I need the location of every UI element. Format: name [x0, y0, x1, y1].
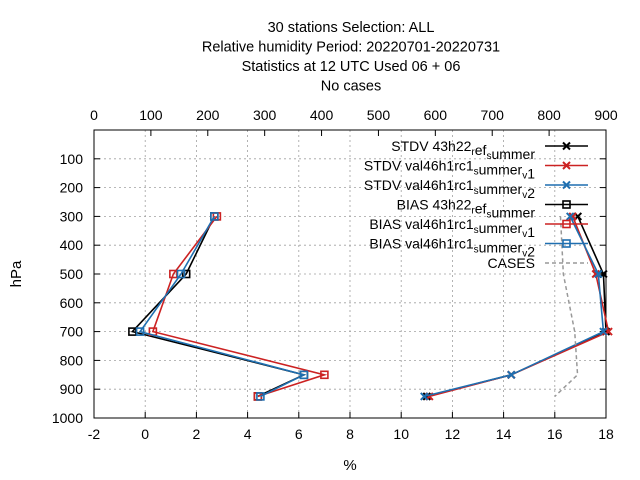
x-tick-label: -2 — [88, 426, 101, 442]
x-axis-ticks: -2 0 2 4 6 8 10 12 14 16 18 — [88, 412, 614, 442]
y-tick-label: 400 — [60, 237, 84, 253]
x-axis-label: % — [343, 457, 356, 474]
x2-tick-label: 0 — [90, 107, 98, 123]
legend-entry-3: STDV val46h1rc1summerv2 — [364, 177, 588, 201]
y-tick-label: 200 — [60, 180, 84, 196]
data-point-marker — [181, 269, 191, 279]
series-7 — [554, 216, 579, 397]
title-line-2: Relative humidity Period: 20220701-20220… — [202, 40, 500, 56]
legend-label: STDV val46h1rc1summerv1 — [364, 158, 535, 182]
y-tick-label: 100 — [60, 151, 84, 167]
data-point-marker — [562, 141, 571, 151]
x-tick-label: 8 — [346, 426, 354, 442]
x2-axis-ticks: 0 100 200 300 400 500 600 700 800 900 — [90, 107, 618, 136]
y-tick-label: 900 — [60, 381, 84, 397]
series-line — [554, 216, 579, 397]
legend-label: BIAS val46h1rc1summerv2 — [369, 236, 535, 260]
series-line — [151, 215, 328, 398]
x-tick-label: 4 — [244, 426, 252, 442]
data-point-marker — [299, 370, 309, 380]
x-tick-label: 6 — [295, 426, 303, 442]
y-axis-label: hPa — [8, 260, 25, 287]
series-group — [128, 212, 613, 401]
x2-tick-label: 900 — [594, 107, 618, 123]
title-line-4: No cases — [321, 79, 381, 95]
x2-tick-label: 800 — [537, 107, 561, 123]
data-point-marker — [565, 212, 575, 221]
legend-entry-7: CASES — [488, 255, 588, 271]
x2-tick-label: 500 — [367, 107, 391, 123]
data-point-marker — [568, 212, 577, 221]
x-tick-label: 2 — [193, 426, 201, 442]
data-point-marker — [562, 239, 571, 248]
x2-tick-label: 700 — [481, 107, 505, 123]
x-tick-label: 12 — [445, 426, 461, 442]
x-tick-label: 16 — [547, 426, 563, 442]
chart-title-block: 30 stations Selection: ALL Relative humid… — [202, 20, 500, 95]
legend-entry-4: BIAS 43h22refsummer — [397, 197, 588, 221]
data-point-marker — [135, 327, 145, 336]
data-point-marker — [420, 392, 429, 401]
data-point-marker — [256, 392, 265, 401]
grid — [94, 130, 606, 418]
y-tick-label: 500 — [60, 266, 84, 282]
legend-entry-1: STDV 43h22refsummer — [391, 138, 588, 162]
legend-label: STDV val46h1rc1summerv2 — [364, 177, 535, 201]
title-line-3: Statistics at 12 UTC Used 06 + 06 — [242, 59, 461, 75]
data-point-marker — [210, 212, 219, 221]
y-tick-label: 800 — [60, 352, 84, 368]
title-line-1: 30 stations Selection: ALL — [268, 20, 435, 36]
data-point-marker — [562, 161, 571, 170]
legend-label: BIAS val46h1rc1summerv1 — [369, 216, 535, 240]
x2-tick-label: 200 — [196, 107, 220, 123]
legend-label: BIAS 43h22refsummer — [397, 197, 536, 221]
series-4 — [128, 212, 309, 401]
data-point-marker — [507, 370, 516, 380]
legend-entry-5: BIAS val46h1rc1summerv1 — [369, 216, 588, 240]
x-tick-label: 18 — [598, 426, 614, 442]
x2-tick-label: 300 — [253, 107, 277, 123]
data-point-marker — [176, 269, 186, 279]
y-tick-label: 600 — [60, 295, 84, 311]
y-tick-label: 1000 — [52, 410, 83, 426]
x-tick-label: 10 — [393, 426, 409, 442]
data-point-marker — [599, 327, 608, 336]
legend-entry-2: STDV val46h1rc1summerv1 — [364, 158, 588, 182]
data-point-marker — [562, 200, 571, 209]
data-point-marker — [594, 269, 603, 279]
x2-tick-label: 400 — [310, 107, 334, 123]
series-6 — [135, 212, 309, 401]
y-axis-ticks: 100 200 300 400 500 600 700 800 900 1000 — [52, 151, 606, 426]
legend-entry-6: BIAS val46h1rc1summerv2 — [369, 236, 588, 260]
y-tick-label: 300 — [60, 208, 84, 224]
x-tick-label: 14 — [496, 426, 512, 442]
x2-tick-label: 100 — [139, 107, 163, 123]
series-3 — [420, 212, 608, 401]
x-tick-label: 0 — [141, 426, 149, 442]
legend-label: CASES — [488, 255, 535, 271]
data-point-marker — [320, 370, 329, 380]
y-tick-label: 700 — [60, 324, 84, 340]
data-point-marker — [562, 219, 571, 229]
legend-label: STDV 43h22refsummer — [391, 138, 535, 162]
x2-tick-label: 600 — [424, 107, 448, 123]
data-point-marker — [562, 180, 571, 190]
series-line — [138, 215, 307, 398]
